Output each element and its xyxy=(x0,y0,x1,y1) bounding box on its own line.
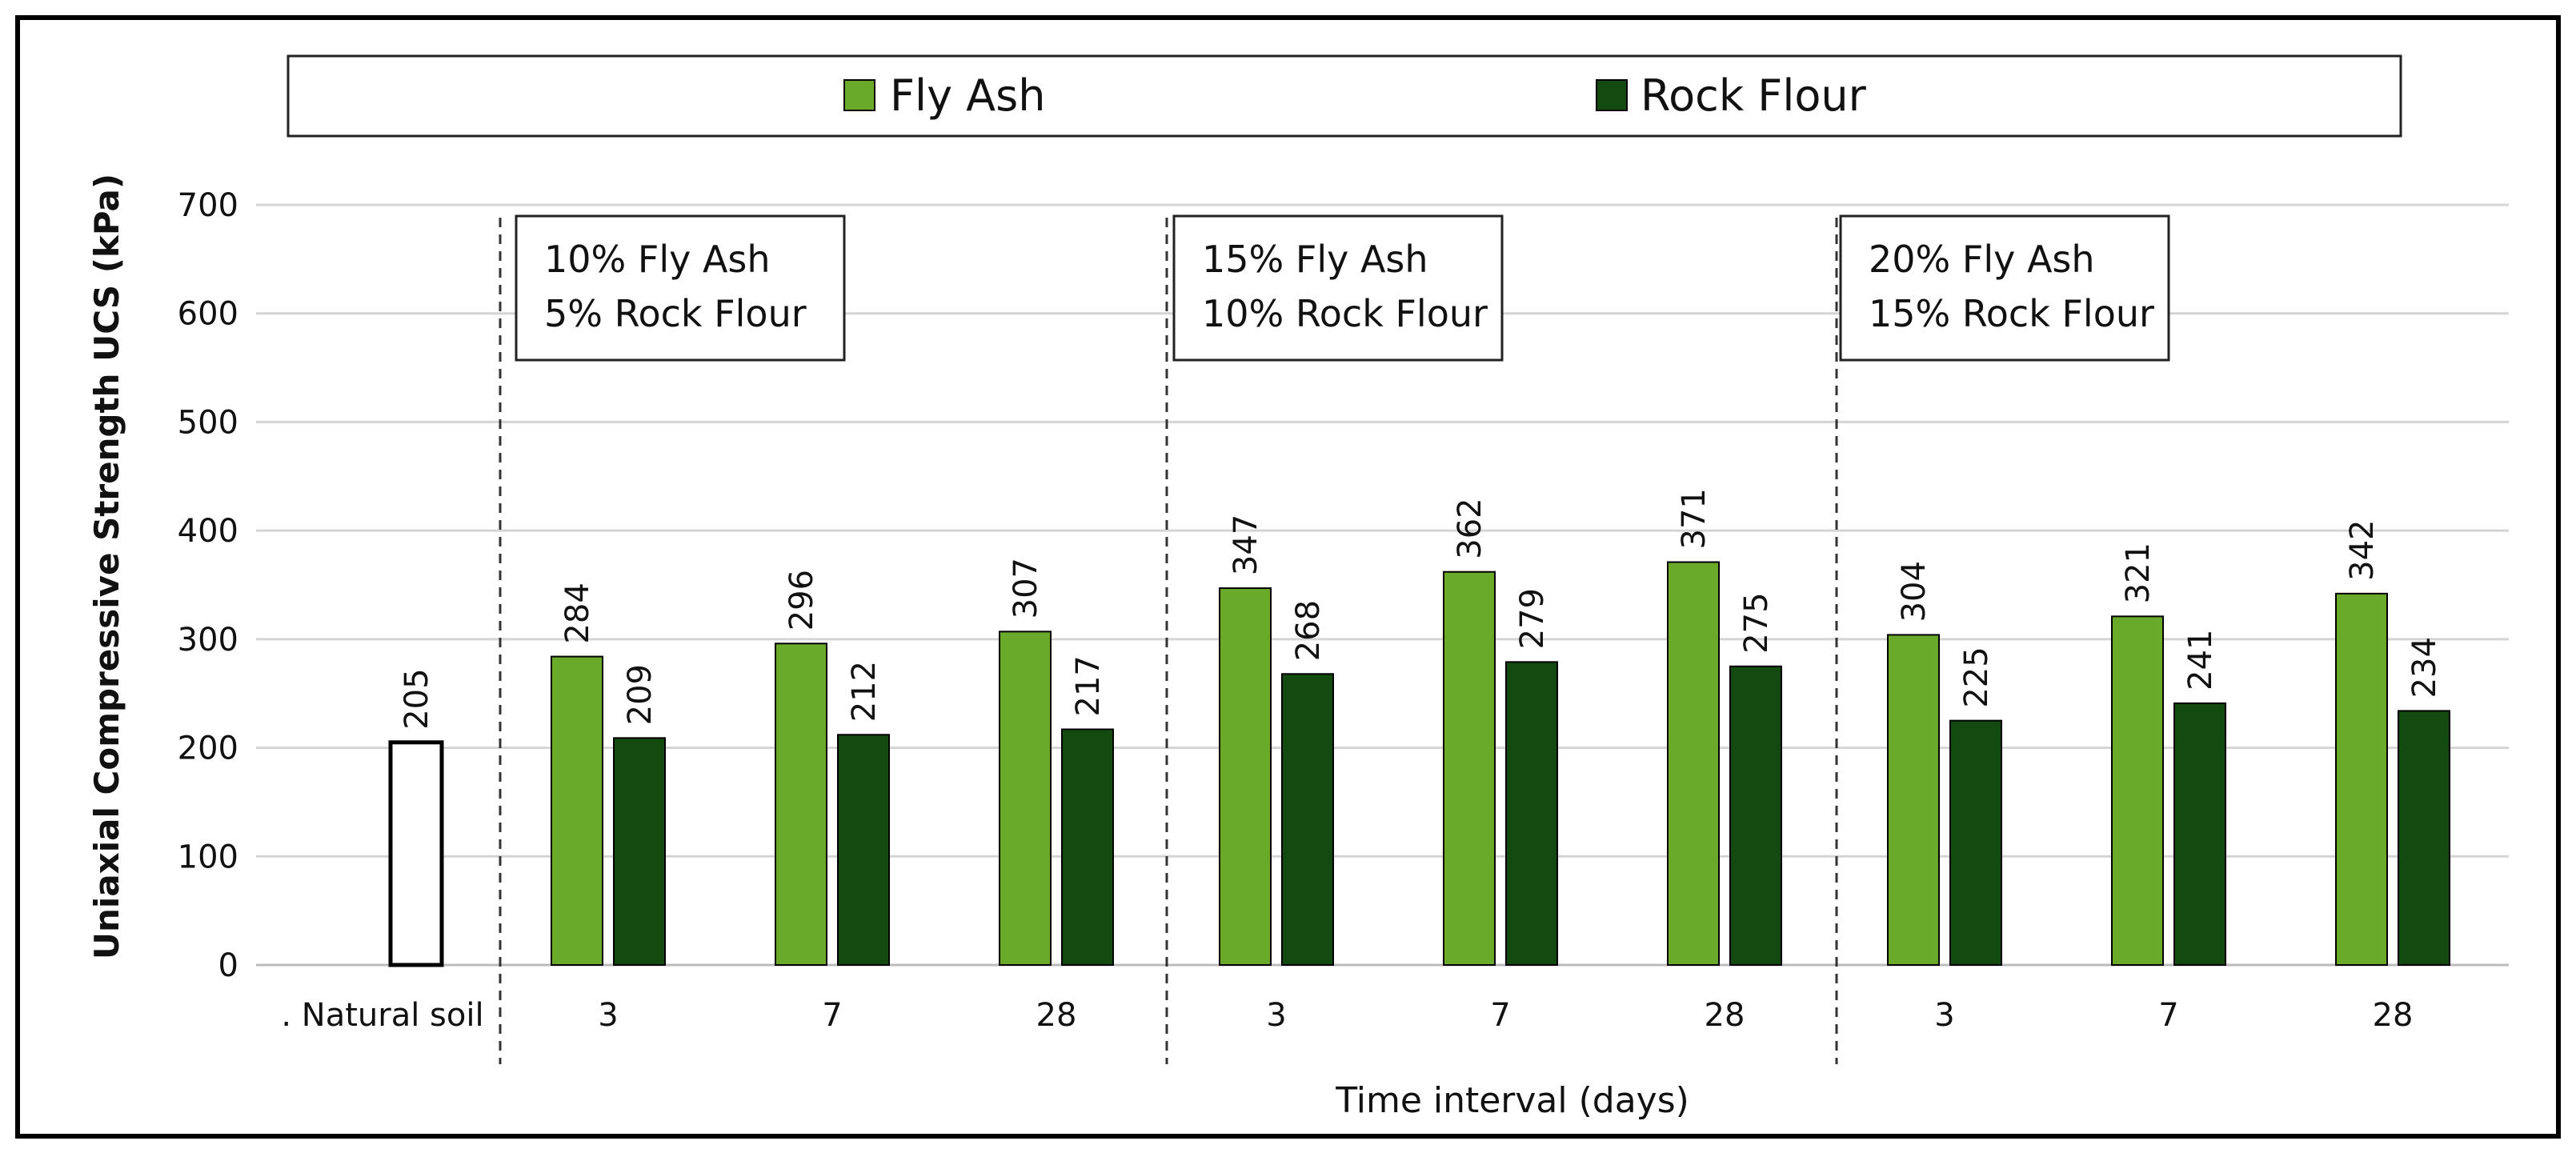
x-tick-label: 3 xyxy=(598,997,618,1034)
mix-box-line1: 15% Fly Ash xyxy=(1202,238,1428,281)
x-axis-title: Time interval (days) xyxy=(1335,1080,1689,1121)
bar-value-label: 296 xyxy=(783,570,820,631)
bars xyxy=(388,561,2450,967)
x-tick-label: . Natural soil xyxy=(281,997,483,1034)
bar-rock-flour xyxy=(1061,728,1114,966)
bar-value-label: 342 xyxy=(2344,519,2381,580)
bar-value-labels: 205 284 209 296 212 307 217 347 268 362 279 371 275 3… xyxy=(399,488,2443,730)
bar-rock-flour xyxy=(2398,710,2450,967)
bar-value-label: 321 xyxy=(2120,542,2157,603)
bar-value-label: 241 xyxy=(2182,630,2219,691)
mix-boxes: 10% Fly Ash 5% Rock Flour 15% Fly Ash 10% R… xyxy=(515,214,2170,362)
bar-rock-flour xyxy=(1729,665,1782,966)
bar-value-label: 279 xyxy=(1514,588,1551,649)
y-axis-title: Uniaxial Compressive Strength UCS (kPa) xyxy=(87,174,126,959)
x-tick-label: 28 xyxy=(1036,997,1077,1034)
y-tick-label: 400 xyxy=(178,513,238,550)
bar-rock-flour xyxy=(2173,702,2226,967)
bar-rock-flour xyxy=(1281,673,1334,966)
bar-fly-ash xyxy=(775,643,827,966)
y-tick-label: 100 xyxy=(178,839,238,875)
bar-rock-flour xyxy=(837,734,890,966)
legend-box xyxy=(286,54,2402,138)
bar-rock-flour xyxy=(1949,719,2002,967)
bar-value-label: 225 xyxy=(1958,647,1995,707)
mix-box-line1: 20% Fly Ash xyxy=(1869,238,2095,281)
x-tick-label: 28 xyxy=(1705,997,1745,1034)
x-tick-label: 7 xyxy=(822,997,842,1034)
bar-value-label: 275 xyxy=(1738,592,1775,653)
bar-fly-ash xyxy=(2335,592,2388,966)
bar-value-label: 304 xyxy=(1896,561,1933,622)
legend-label-rock-flour: Rock Flour xyxy=(1641,70,1867,121)
bar-fly-ash xyxy=(999,631,1052,966)
bar-value-label: 217 xyxy=(1070,655,1107,716)
x-tick-label: 3 xyxy=(1266,997,1286,1034)
bar-natural-soil xyxy=(388,740,444,967)
x-tick-label: 3 xyxy=(1934,997,1954,1034)
mix-box-line2: 10% Rock Flour xyxy=(1202,292,1488,335)
bar-fly-ash xyxy=(2111,615,2164,966)
bar-fly-ash xyxy=(1667,561,1720,966)
y-axis-ticks: 0 100 200 300 400 500 600 700 xyxy=(178,187,238,984)
bar-value-label: 268 xyxy=(1290,600,1327,661)
bar-value-label: 371 xyxy=(1676,488,1713,549)
mix-box xyxy=(515,214,846,362)
bar-fly-ash xyxy=(1219,587,1272,966)
mix-box-line1: 10% Fly Ash xyxy=(544,238,771,281)
bar-value-label: 284 xyxy=(559,583,596,643)
mix-box-line2: 5% Rock Flour xyxy=(544,292,807,335)
y-tick-label: 700 xyxy=(178,187,238,224)
y-tick-label: 500 xyxy=(178,404,238,441)
group-separators xyxy=(499,218,1838,1064)
x-tick-label: 7 xyxy=(2158,997,2178,1034)
bar-rock-flour xyxy=(1505,661,1558,966)
x-tick-label: 7 xyxy=(1490,997,1510,1034)
legend-swatch-fly-ash xyxy=(843,79,875,111)
mix-box xyxy=(1172,214,1504,362)
bar-value-label: 234 xyxy=(2406,637,2443,698)
mix-box xyxy=(1839,214,2170,362)
bar-fly-ash xyxy=(551,655,603,966)
bar-value-label: 212 xyxy=(846,661,883,722)
bar-value-label: 307 xyxy=(1008,558,1044,619)
bar-value-label: 209 xyxy=(622,664,659,725)
legend-label-fly-ash: Fly Ash xyxy=(890,70,1045,121)
x-tick-label: 28 xyxy=(2373,997,2414,1034)
legend-swatch-rock-flour xyxy=(1596,79,1628,111)
chart-frame xyxy=(15,15,2561,1139)
bar-value-label: 362 xyxy=(1452,498,1488,558)
x-axis-ticks: . Natural soil 3 7 28 3 7 28 3 7 28 xyxy=(281,997,2413,1034)
y-tick-label: 0 xyxy=(218,947,238,984)
y-tick-label: 200 xyxy=(178,731,238,767)
bar-rock-flour xyxy=(613,737,666,966)
bar-fly-ash xyxy=(1887,634,1940,967)
y-tick-label: 300 xyxy=(178,622,238,659)
mix-box-line2: 15% Rock Flour xyxy=(1869,292,2154,335)
legend: Fly Ash Rock Flour xyxy=(286,54,2402,138)
bar-value-label: 205 xyxy=(399,668,435,729)
y-tick-label: 600 xyxy=(178,296,238,333)
bar-fly-ash xyxy=(1443,570,1496,966)
bar-value-label: 347 xyxy=(1228,514,1264,575)
